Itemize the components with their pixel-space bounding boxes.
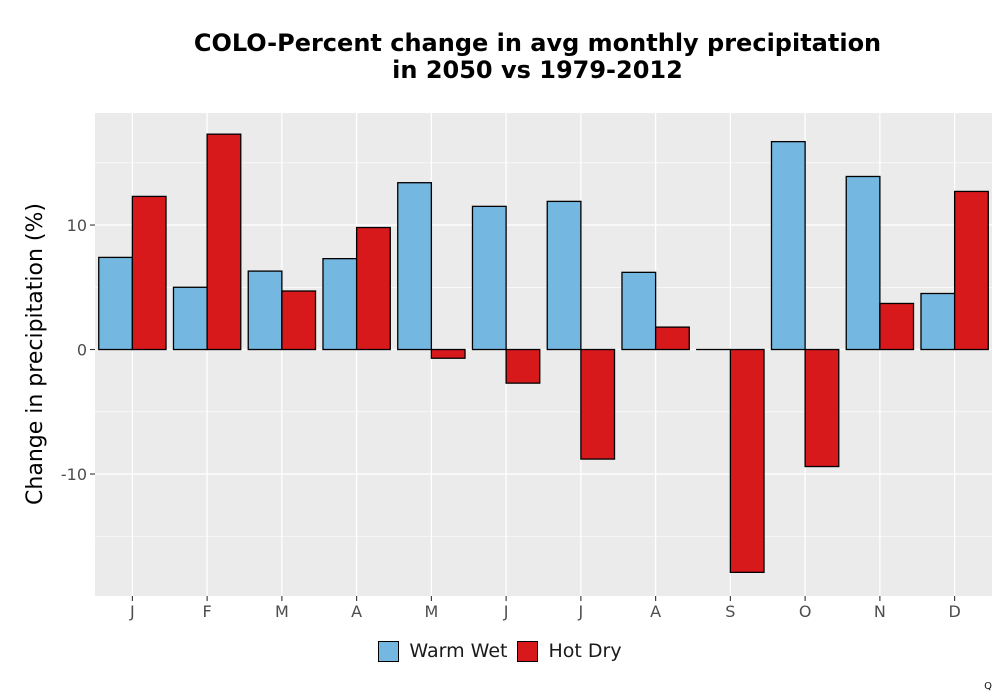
y-tick-label: -10: [61, 465, 87, 484]
bar-warm-wet: [471, 205, 507, 351]
bar-warm-wet: [247, 270, 283, 351]
x-tick-label: S: [725, 602, 735, 621]
bar-warm-wet: [322, 257, 358, 351]
bar-hot-dry: [879, 302, 915, 351]
legend-swatch-hot-dry: [517, 640, 539, 662]
bar-hot-dry: [206, 133, 242, 351]
chart-title-line-2: in 2050 vs 1979-2012: [392, 56, 683, 84]
x-tick-label: O: [799, 602, 812, 621]
bar-hot-dry: [430, 348, 466, 359]
bar-hot-dry: [131, 195, 167, 351]
bar-warm-wet: [397, 182, 433, 351]
y-tick-label: 10: [67, 216, 87, 235]
bar-warm-wet: [621, 271, 657, 351]
y-axis-label: Change in precipitation (%): [23, 203, 48, 505]
bar-hot-dry: [505, 348, 541, 384]
bar-hot-dry: [355, 226, 391, 351]
bar-hot-dry: [953, 190, 989, 351]
legend: Warm Wet Hot Dry: [0, 640, 1000, 662]
bar-warm-wet: [845, 175, 881, 351]
legend-item-hot-dry: Hot Dry: [517, 640, 622, 662]
chart-title: COLO-Percent change in avg monthly preci…: [95, 30, 980, 84]
bar-hot-dry: [804, 348, 840, 468]
legend-swatch-warm-wet: [378, 640, 400, 662]
x-tick-label: F: [203, 602, 212, 621]
x-tick-label: A: [351, 602, 362, 621]
plot-panel: [95, 113, 992, 596]
x-tick-label: A: [650, 602, 661, 621]
corner-mark: Q: [984, 681, 992, 692]
bar-warm-wet: [920, 292, 956, 351]
bar-hot-dry: [654, 326, 690, 351]
bar-hot-dry: [580, 348, 616, 460]
y-tick-label: 0: [77, 341, 87, 360]
x-tick-label: J: [578, 602, 584, 621]
legend-label-warm-wet: Warm Wet: [409, 640, 508, 662]
chart-title-line-1: COLO-Percent change in avg monthly preci…: [193, 29, 882, 57]
bar-hot-dry: [729, 348, 765, 573]
bar-warm-wet: [546, 200, 582, 351]
axes: -10 0 10 J F M A M J J A S O N D: [61, 216, 961, 621]
bars: [98, 133, 989, 573]
legend-label-hot-dry: Hot Dry: [548, 640, 622, 662]
x-tick-label: N: [874, 602, 886, 621]
x-tick-label: J: [129, 602, 135, 621]
bar-warm-wet: [172, 286, 208, 351]
bar-hot-dry: [281, 290, 317, 351]
x-tick-label: M: [275, 602, 289, 621]
bar-warm-wet: [98, 256, 134, 351]
x-tick-label: M: [424, 602, 438, 621]
x-tick-label: D: [948, 602, 960, 621]
x-tick-label: J: [503, 602, 509, 621]
legend-item-warm-wet: Warm Wet: [378, 640, 507, 662]
bar-warm-wet: [770, 140, 806, 351]
